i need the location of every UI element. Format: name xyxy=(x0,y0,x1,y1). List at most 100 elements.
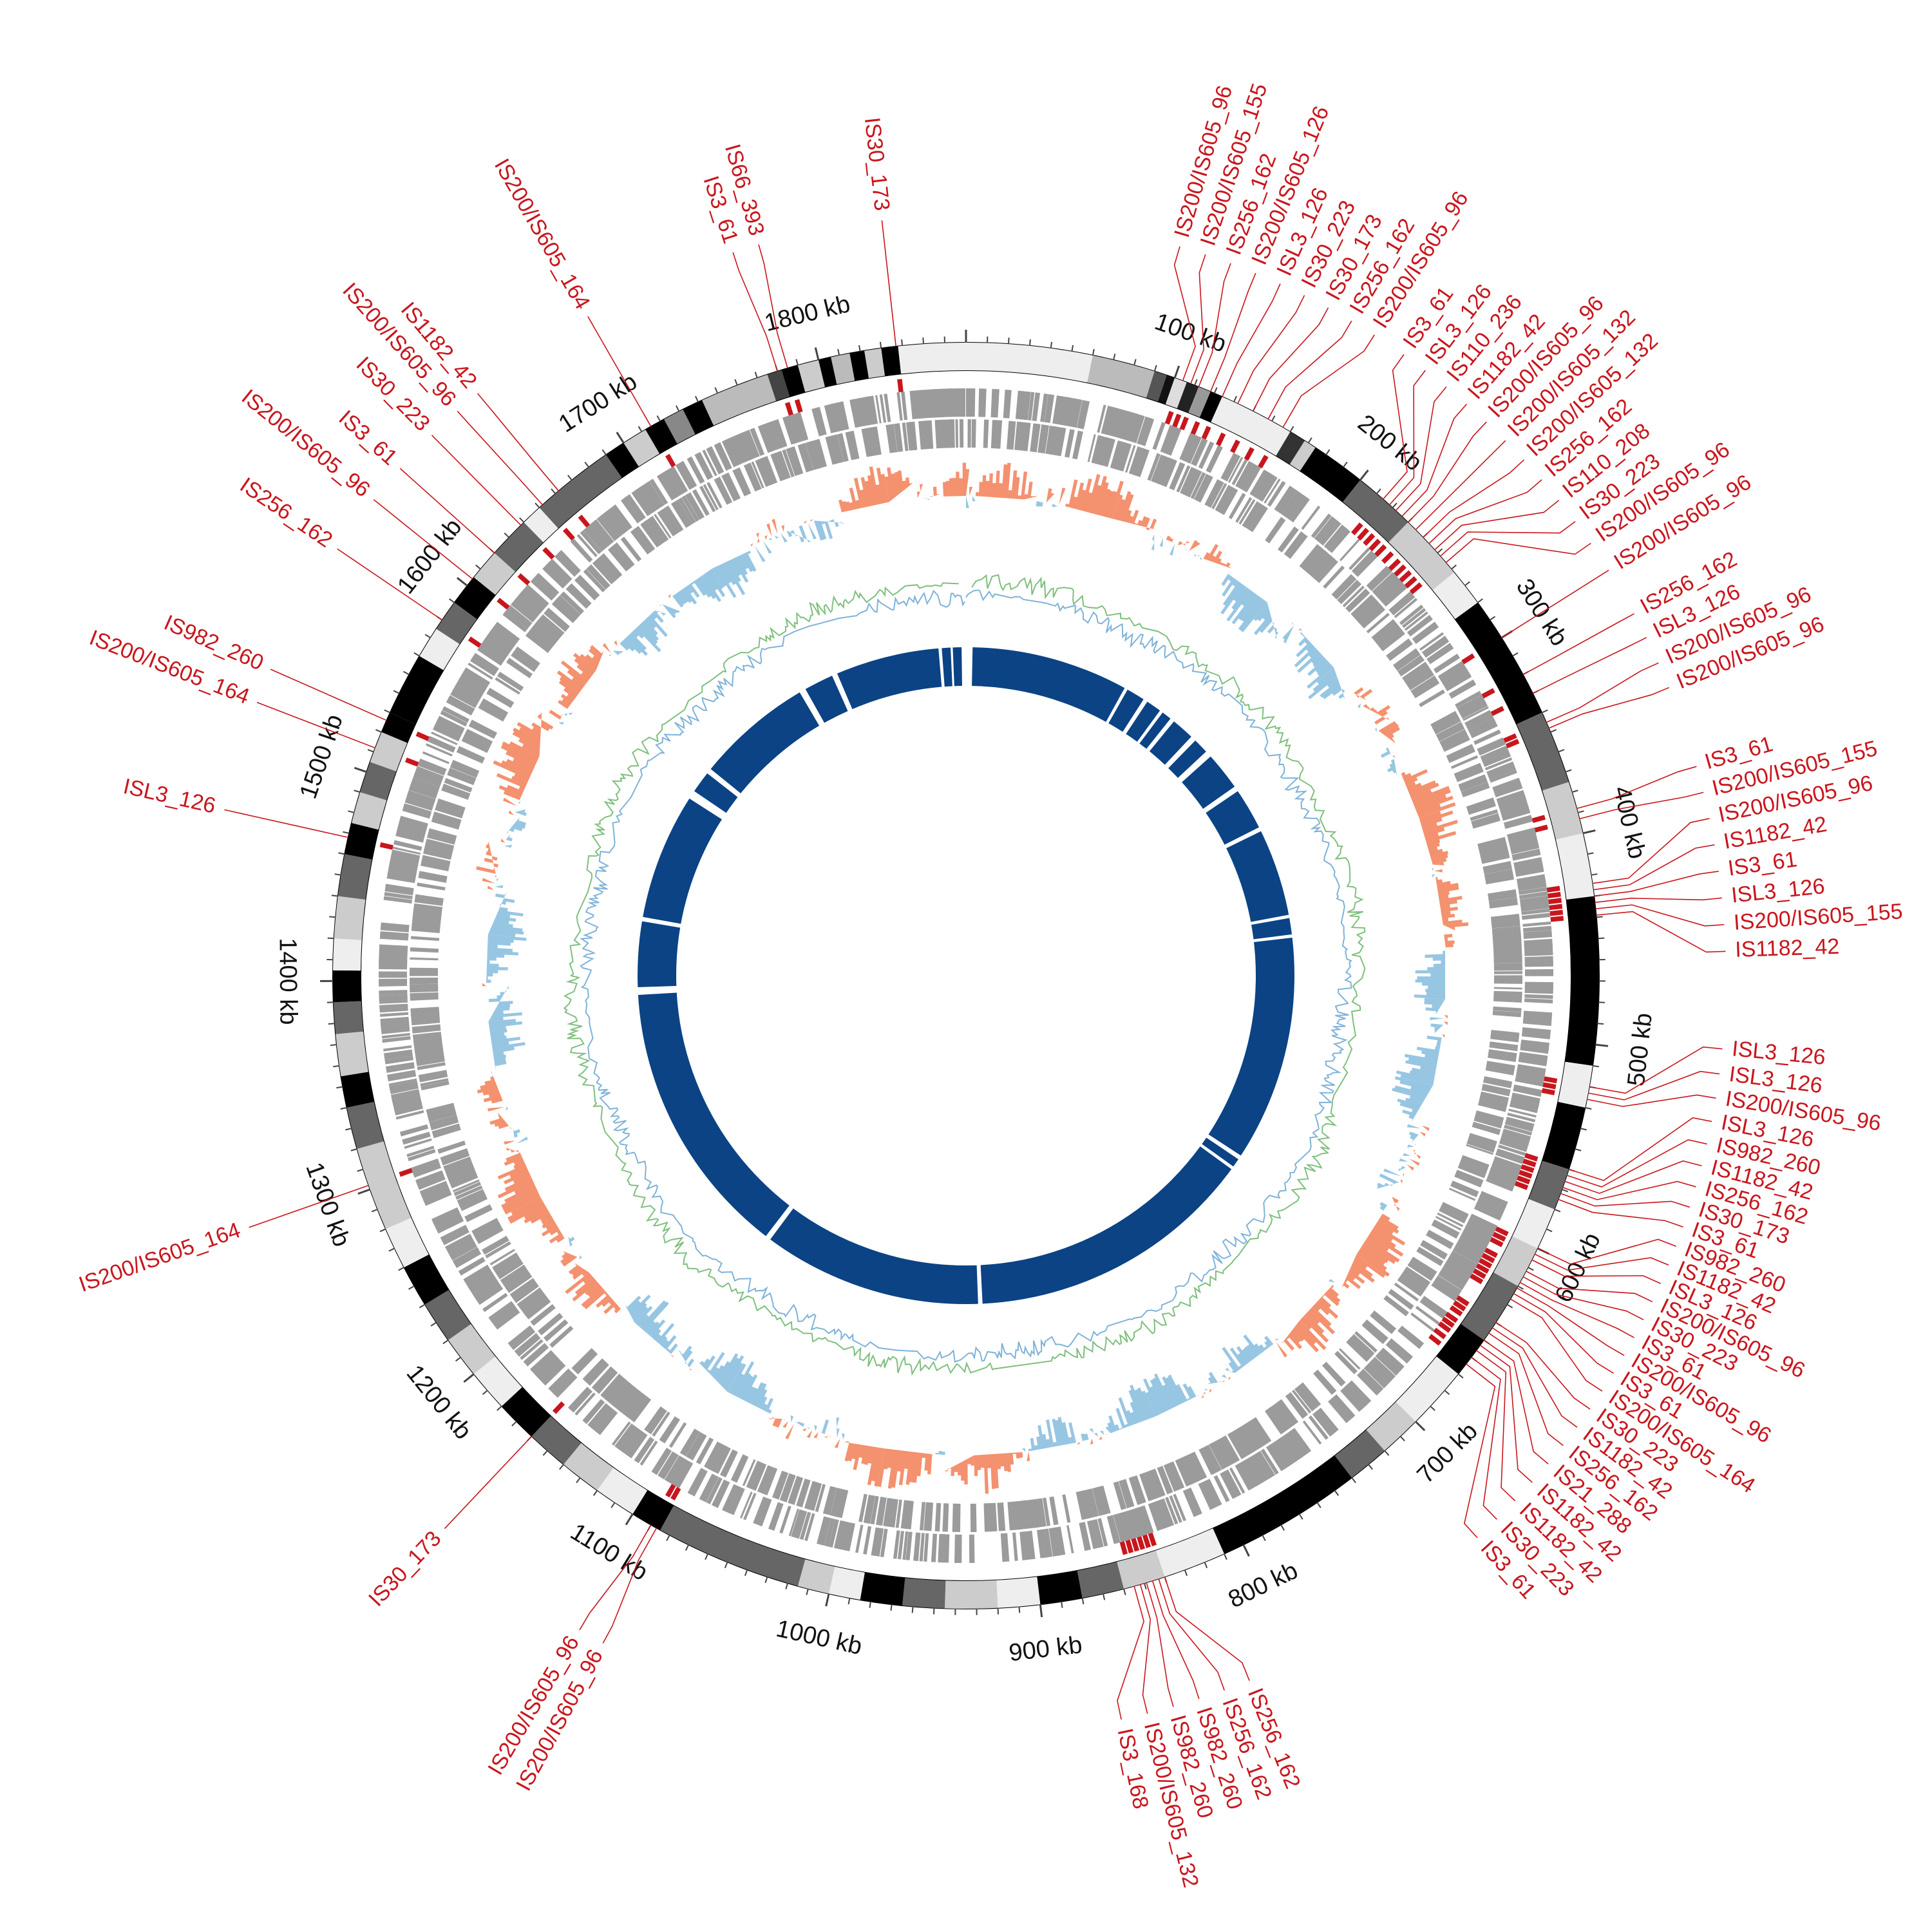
cds-minus-strand xyxy=(1492,1010,1522,1018)
cds-minus-strand xyxy=(703,484,719,511)
is-leader-line xyxy=(1483,1340,1549,1464)
gc-skew-negative xyxy=(494,885,504,889)
cds-minus-strand xyxy=(444,1158,473,1173)
is-leader-line xyxy=(1522,613,1634,676)
cds-plus-strand xyxy=(1274,486,1298,515)
cds-plus-strand xyxy=(397,822,427,835)
cds-minus-strand xyxy=(1493,967,1522,971)
cds-minus-strand xyxy=(1245,503,1265,531)
cds-minus-strand xyxy=(1235,497,1253,523)
cds-plus-strand xyxy=(399,1124,429,1137)
cds-minus-strand xyxy=(410,947,439,953)
cds-minus-strand xyxy=(1394,1282,1419,1302)
cds-minus-strand xyxy=(1065,429,1075,458)
cds-plus-strand xyxy=(1327,527,1350,553)
gc-skew-negative xyxy=(620,610,668,656)
gc-skew-negative xyxy=(654,610,666,616)
cds-plus-strand xyxy=(381,922,410,929)
cds-plus-strand xyxy=(1515,866,1544,877)
cds-minus-strand xyxy=(1348,1336,1372,1360)
cds-plus-strand xyxy=(1097,1518,1108,1547)
ideogram-block xyxy=(390,656,444,724)
gc-skew-negative xyxy=(495,877,498,881)
cds-minus-strand xyxy=(543,1319,569,1342)
cds-minus-strand xyxy=(1030,1499,1039,1528)
gc-skew-negative xyxy=(488,1019,526,1070)
cds-plus-strand xyxy=(1308,1415,1329,1440)
gc-skew-positive xyxy=(834,1438,840,1448)
ideogram-block xyxy=(473,553,516,595)
gc-skew-negative xyxy=(790,1415,794,1423)
is-marker xyxy=(552,1401,565,1414)
cds-minus-strand xyxy=(440,1148,470,1166)
is-marker xyxy=(1470,1273,1484,1285)
gc-skew-positive xyxy=(488,1106,505,1112)
gc-skew-positive xyxy=(508,810,514,815)
cds-plus-strand xyxy=(699,1473,715,1501)
cds-plus-strand xyxy=(1375,1350,1402,1376)
gc-skew-negative xyxy=(1079,1433,1089,1442)
ideogram-block xyxy=(645,419,677,454)
cds-minus-strand xyxy=(437,1141,466,1154)
minor-tick xyxy=(656,415,661,422)
cds-plus-strand xyxy=(1331,1394,1356,1421)
is-marker xyxy=(1368,538,1381,552)
ideogram-block xyxy=(781,365,806,397)
cds-minus-strand xyxy=(471,1218,500,1237)
cds-plus-strand xyxy=(1354,553,1378,577)
minor-tick xyxy=(858,345,861,352)
minor-tick xyxy=(764,1577,768,1584)
cds-minus-strand xyxy=(452,1179,480,1193)
cds-plus-strand xyxy=(469,652,499,676)
minor-tick xyxy=(567,475,573,481)
cds-plus-strand xyxy=(1079,1522,1092,1551)
cds-minus-strand xyxy=(1488,889,1517,902)
cds-minus-strand xyxy=(1088,1488,1099,1517)
minor-tick xyxy=(1071,345,1074,352)
cds-minus-strand xyxy=(501,1265,528,1287)
gc-skew-positive xyxy=(1406,1164,1414,1171)
minor-tick xyxy=(1143,1582,1147,1590)
minor-tick xyxy=(430,1321,437,1327)
cds-minus-strand xyxy=(1015,1501,1022,1530)
cds-minus-strand xyxy=(1493,994,1522,1003)
cds-minus-strand xyxy=(600,1374,621,1397)
minor-tick xyxy=(375,729,383,733)
ideogram-block xyxy=(1542,782,1583,840)
cds-plus-strand xyxy=(1344,1383,1368,1408)
minor-tick xyxy=(1517,1285,1524,1290)
ideogram-block xyxy=(436,602,477,645)
cds-plus-strand xyxy=(533,1354,560,1379)
gc-skew-negative xyxy=(966,496,969,508)
gc-skew-positive xyxy=(1201,1392,1206,1399)
is-marker xyxy=(405,757,419,767)
cds-plus-strand xyxy=(1079,1522,1087,1551)
ideogram-block xyxy=(502,1387,551,1437)
cds-plus-strand xyxy=(1124,412,1137,441)
cds-plus-strand xyxy=(1520,900,1549,912)
cds-plus-strand xyxy=(399,815,428,827)
cds-minus-strand xyxy=(489,1249,515,1265)
cds-minus-strand xyxy=(482,1235,509,1255)
cds-plus-strand xyxy=(833,1520,848,1550)
blast-gap xyxy=(966,644,973,690)
cds-minus-strand xyxy=(910,421,916,451)
cds-plus-strand xyxy=(1090,1520,1100,1549)
is-leader-line xyxy=(399,468,495,554)
cds-minus-strand xyxy=(410,936,440,942)
cds-minus-strand xyxy=(410,957,439,961)
cds-plus-strand xyxy=(393,1102,422,1112)
cds-plus-strand xyxy=(1019,1531,1027,1560)
cds-minus-strand xyxy=(1158,457,1177,488)
is-leader-line xyxy=(1593,844,1715,891)
cds-minus-strand xyxy=(1317,560,1338,583)
is-leader-line xyxy=(1488,1332,1564,1446)
cds-plus-strand xyxy=(1351,550,1378,577)
gc-skew-negative xyxy=(662,604,681,618)
gc-skew-positive xyxy=(1414,1143,1416,1147)
cds-plus-strand xyxy=(1023,391,1031,421)
cds-minus-strand xyxy=(1488,1049,1517,1063)
gc-skew-positive xyxy=(1300,1285,1341,1343)
cds-minus-strand xyxy=(1379,629,1405,650)
